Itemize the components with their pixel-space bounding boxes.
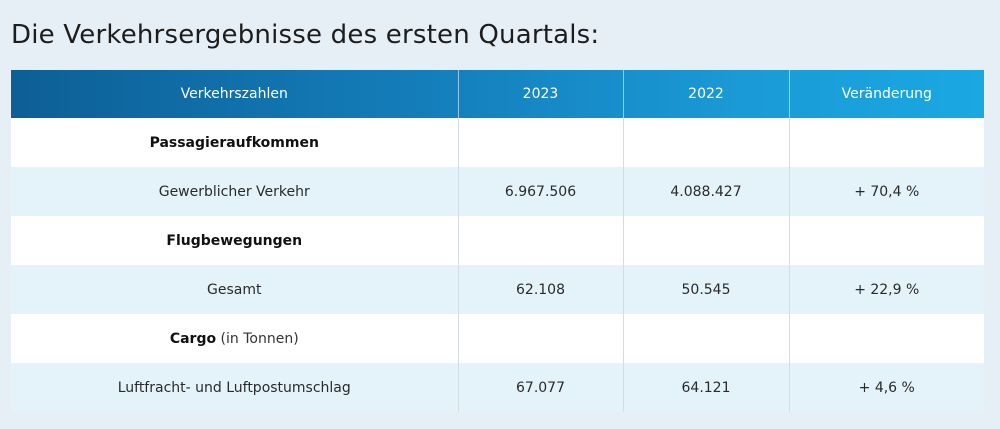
cell-2023: 67.077 (457, 363, 623, 412)
cell-2023 (457, 314, 623, 363)
cell-change: + 22,9 % (788, 265, 984, 314)
cell-change (788, 216, 984, 265)
header-year-2023: 2023 (457, 70, 623, 118)
cell-2022: 64.121 (622, 363, 789, 412)
section-heading-cell: Passagieraufkommen (11, 118, 458, 167)
row-label-total: Gesamt (207, 281, 262, 298)
table-row: Gesamt 62.108 50.545 + 22,9 % (11, 265, 984, 314)
table-row: Gewerblicher Verkehr 6.967.506 4.088.427… (11, 167, 984, 216)
section-heading-cell: Flugbewegungen (11, 216, 458, 265)
table-row: Passagieraufkommen (11, 118, 984, 167)
header-change: Veränderung (788, 70, 984, 118)
cell-change: + 4,6 % (788, 363, 984, 412)
header-traffic-figures: Verkehrszahlen (180, 86, 288, 102)
cell-change (788, 118, 984, 167)
table-row: Luftfracht- und Luftpostumschlag 67.077 … (11, 363, 984, 412)
table-header: Verkehrszahlen 2023 2022 Veränderung (11, 70, 984, 118)
header-year-2022: 2022 (622, 70, 789, 118)
cell-2022 (622, 216, 789, 265)
section-note-tonnes: (in Tonnen) (220, 330, 299, 347)
cell-2022: 4.088.427 (622, 167, 789, 216)
row-label-commercial-traffic: Gewerblicher Verkehr (158, 183, 310, 200)
cell-2022: 50.545 (622, 265, 789, 314)
table-body: Passagieraufkommen Gewerblicher Verkehr … (11, 118, 984, 412)
traffic-results-table: Verkehrszahlen 2023 2022 Veränderung Pas… (11, 70, 984, 412)
section-heading-flight-movements: Flugbewegungen (166, 232, 303, 249)
page-title: Die Verkehrsergebnisse des ersten Quarta… (11, 20, 600, 50)
section-heading-cell: Cargo (in Tonnen) (11, 314, 458, 363)
table-row: Cargo (in Tonnen) (11, 314, 984, 363)
cell-change: + 70,4 % (788, 167, 984, 216)
cell-2023 (457, 118, 623, 167)
table-row: Flugbewegungen (11, 216, 984, 265)
cell-2023: 62.108 (457, 265, 623, 314)
header-row: Verkehrszahlen 2023 2022 Veränderung (11, 70, 984, 118)
cell-2023: 6.967.506 (457, 167, 623, 216)
row-label-airfreight-airmail: Luftfracht- und Luftpostumschlag (117, 379, 351, 396)
cell-2023 (457, 216, 623, 265)
cell-2022 (622, 314, 789, 363)
cell-2022 (622, 118, 789, 167)
section-heading-cargo: Cargo (169, 330, 217, 347)
section-heading-passengers: Passagieraufkommen (149, 134, 319, 151)
cell-change (788, 314, 984, 363)
